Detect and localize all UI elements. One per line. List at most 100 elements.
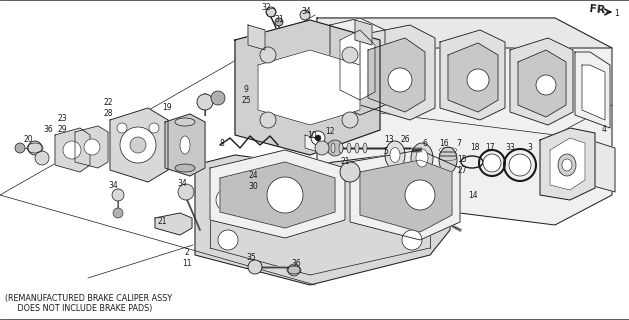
- Text: 9
25: 9 25: [241, 85, 251, 105]
- Polygon shape: [330, 18, 385, 115]
- Ellipse shape: [180, 136, 190, 154]
- Text: 14: 14: [468, 190, 478, 199]
- Text: 13: 13: [384, 135, 394, 145]
- Polygon shape: [305, 135, 318, 152]
- Polygon shape: [317, 18, 612, 225]
- Ellipse shape: [385, 141, 405, 169]
- Circle shape: [315, 135, 321, 141]
- Ellipse shape: [483, 154, 501, 172]
- Text: 7: 7: [457, 139, 462, 148]
- Circle shape: [267, 177, 303, 213]
- Circle shape: [117, 123, 127, 133]
- Text: 4: 4: [601, 125, 606, 134]
- Polygon shape: [317, 18, 612, 48]
- Polygon shape: [155, 213, 192, 235]
- Circle shape: [467, 69, 489, 91]
- Circle shape: [35, 151, 49, 165]
- Text: 5: 5: [384, 147, 389, 156]
- Circle shape: [327, 140, 343, 156]
- Circle shape: [248, 260, 262, 274]
- Ellipse shape: [347, 143, 351, 153]
- Text: 1: 1: [615, 9, 620, 18]
- Text: 17: 17: [485, 143, 495, 153]
- Circle shape: [84, 139, 100, 155]
- Polygon shape: [540, 128, 595, 200]
- Text: 33: 33: [505, 143, 515, 153]
- Text: 18: 18: [470, 143, 480, 153]
- Ellipse shape: [331, 143, 335, 153]
- Text: 24
30: 24 30: [248, 171, 258, 191]
- Ellipse shape: [390, 148, 400, 163]
- Circle shape: [149, 123, 159, 133]
- Polygon shape: [575, 52, 610, 128]
- Ellipse shape: [416, 149, 428, 167]
- Text: 34: 34: [177, 180, 187, 188]
- Circle shape: [340, 162, 360, 182]
- Circle shape: [275, 18, 283, 26]
- Polygon shape: [360, 160, 452, 232]
- Polygon shape: [55, 128, 90, 172]
- Text: 10: 10: [307, 131, 317, 140]
- Text: 6: 6: [423, 139, 428, 148]
- Ellipse shape: [323, 143, 327, 153]
- Polygon shape: [448, 43, 498, 112]
- Circle shape: [28, 141, 42, 155]
- Circle shape: [197, 94, 213, 110]
- Polygon shape: [360, 25, 435, 120]
- Ellipse shape: [339, 143, 343, 153]
- Circle shape: [112, 189, 124, 201]
- Text: 15
27: 15 27: [457, 155, 467, 175]
- Circle shape: [260, 47, 276, 63]
- Polygon shape: [340, 30, 375, 100]
- Text: 21: 21: [340, 157, 350, 166]
- Text: FR.: FR.: [589, 4, 610, 16]
- Polygon shape: [518, 50, 566, 117]
- Circle shape: [342, 47, 358, 63]
- Circle shape: [216, 188, 240, 212]
- Text: (REMANUFACTURED BRAKE CALIPER ASSY: (REMANUFACTURED BRAKE CALIPER ASSY: [5, 293, 172, 302]
- Circle shape: [300, 10, 310, 20]
- Polygon shape: [350, 150, 460, 240]
- Polygon shape: [510, 38, 573, 125]
- Text: 3: 3: [528, 143, 532, 153]
- Polygon shape: [110, 108, 168, 182]
- Text: 32: 32: [261, 4, 271, 12]
- Polygon shape: [165, 114, 205, 176]
- Text: 36: 36: [43, 125, 53, 134]
- Ellipse shape: [509, 154, 531, 176]
- Text: 31: 31: [274, 14, 284, 23]
- Polygon shape: [590, 140, 615, 192]
- Polygon shape: [550, 138, 585, 190]
- Ellipse shape: [562, 159, 572, 171]
- Ellipse shape: [439, 147, 457, 173]
- Circle shape: [260, 112, 276, 128]
- Text: 34: 34: [301, 6, 311, 15]
- Polygon shape: [195, 155, 450, 285]
- Circle shape: [311, 131, 325, 145]
- Circle shape: [402, 230, 422, 250]
- Ellipse shape: [355, 143, 359, 153]
- Circle shape: [342, 112, 358, 128]
- Text: 34: 34: [108, 180, 118, 189]
- Ellipse shape: [558, 154, 576, 176]
- Text: 23
29: 23 29: [57, 114, 67, 134]
- Polygon shape: [582, 65, 605, 120]
- Text: 20: 20: [23, 135, 33, 145]
- Circle shape: [405, 180, 435, 210]
- Circle shape: [63, 141, 81, 159]
- Text: 35: 35: [246, 252, 256, 261]
- Circle shape: [218, 230, 238, 250]
- Text: 16: 16: [439, 139, 449, 148]
- Polygon shape: [210, 150, 345, 238]
- Ellipse shape: [175, 164, 195, 172]
- Circle shape: [113, 208, 123, 218]
- Circle shape: [536, 75, 556, 95]
- Ellipse shape: [363, 143, 367, 153]
- Ellipse shape: [411, 143, 433, 173]
- Circle shape: [400, 183, 424, 207]
- Text: 8: 8: [220, 139, 225, 148]
- Polygon shape: [355, 20, 372, 45]
- Text: 22
28: 22 28: [103, 98, 113, 118]
- Polygon shape: [235, 20, 380, 155]
- Circle shape: [211, 91, 225, 105]
